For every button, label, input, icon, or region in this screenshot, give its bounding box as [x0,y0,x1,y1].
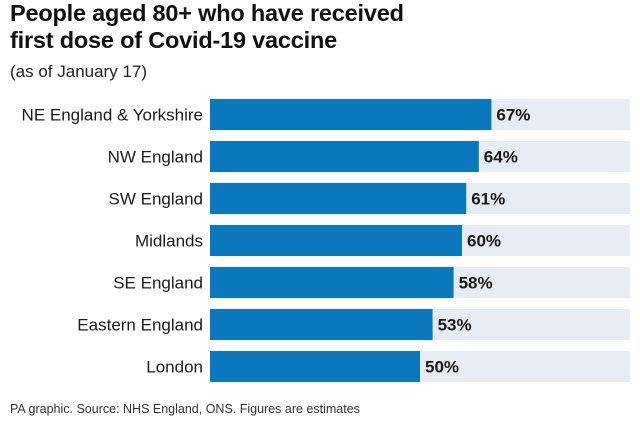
bar [210,99,492,130]
value-label: 61% [471,190,505,209]
category-label: NE England & Yorkshire [22,106,203,125]
category-label: London [146,358,203,377]
value-label: 67% [496,106,530,125]
bar [210,351,420,382]
category-label: NW England [108,148,203,167]
category-label: SW England [109,190,204,209]
source-note: PA graphic. Source: NHS England, ONS. Fi… [10,402,360,416]
value-label: 53% [438,316,472,335]
value-label: 60% [467,232,501,251]
category-label: Midlands [135,232,203,251]
chart-title: People aged 80+ who have received first … [10,0,404,54]
bar [210,267,454,298]
category-label: SE England [113,274,203,293]
chart-title-line-2: first dose of Covid-19 vaccine [10,27,338,53]
category-label: Eastern England [77,316,203,335]
value-label: 64% [484,148,518,167]
bar [210,225,462,256]
bar [210,309,433,340]
value-label: 50% [425,358,459,377]
value-label: 58% [459,274,493,293]
bar [210,141,479,172]
chart-subtitle: (as of January 17) [10,62,148,81]
chart-title-line-1: People aged 80+ who have received [10,0,404,26]
bar [210,183,467,214]
